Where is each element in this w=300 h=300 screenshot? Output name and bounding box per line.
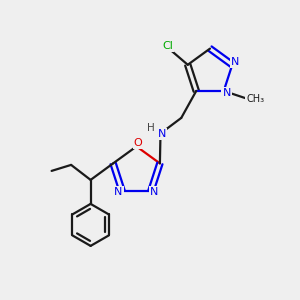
- Text: O: O: [134, 138, 142, 148]
- Text: N: N: [150, 188, 159, 197]
- Text: CH₃: CH₃: [247, 94, 265, 103]
- Text: N: N: [231, 57, 239, 68]
- Text: N: N: [114, 188, 123, 197]
- Text: H: H: [147, 123, 155, 133]
- Text: Cl: Cl: [162, 41, 173, 51]
- Text: N: N: [223, 88, 231, 98]
- Text: N: N: [158, 129, 166, 139]
